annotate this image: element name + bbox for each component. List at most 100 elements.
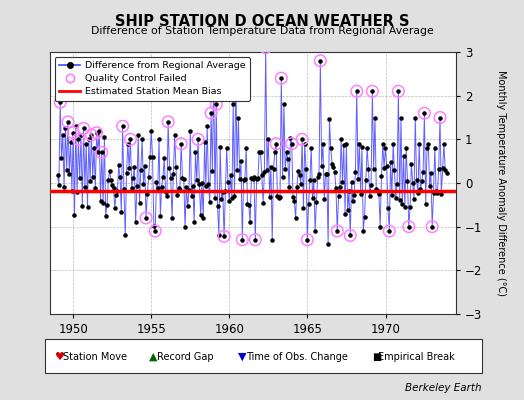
Point	[368, 88, 377, 94]
Point	[433, 190, 442, 196]
Point	[97, 149, 106, 156]
Point	[159, 174, 167, 180]
Point	[250, 174, 258, 180]
Point	[74, 136, 83, 142]
Point	[130, 164, 138, 170]
Point	[362, 177, 370, 183]
Point	[251, 236, 259, 243]
Point	[310, 177, 318, 184]
Point	[280, 101, 288, 108]
Point	[189, 182, 197, 189]
Point	[60, 184, 68, 190]
Point	[329, 164, 337, 170]
Point	[427, 170, 435, 176]
Point	[348, 198, 357, 204]
Point	[299, 205, 308, 211]
Point	[156, 213, 165, 219]
Point	[273, 192, 281, 199]
Point	[210, 73, 218, 79]
Point	[259, 200, 267, 206]
Point	[398, 200, 407, 207]
Point	[147, 127, 156, 134]
Point	[383, 163, 391, 169]
Point	[100, 134, 108, 140]
Point	[391, 195, 400, 202]
Point	[251, 236, 259, 243]
Point	[358, 144, 366, 151]
Point	[372, 185, 380, 192]
Point	[342, 140, 351, 147]
Point	[336, 184, 344, 190]
Point	[303, 236, 312, 243]
Point	[340, 141, 348, 148]
Point	[428, 224, 436, 230]
Point	[110, 185, 118, 191]
Point	[238, 236, 246, 243]
Point	[302, 166, 310, 172]
Point	[56, 99, 64, 106]
Point	[405, 224, 413, 230]
Point	[409, 180, 417, 186]
Point	[152, 178, 161, 185]
Point	[230, 193, 238, 199]
Point	[423, 144, 431, 151]
Point	[162, 193, 171, 200]
Point	[208, 167, 216, 174]
Point	[245, 202, 253, 208]
Point	[354, 176, 362, 183]
Point	[229, 101, 237, 108]
Point	[419, 169, 427, 175]
Point	[278, 174, 287, 180]
Point	[351, 168, 359, 175]
Point	[442, 169, 451, 176]
Point	[282, 149, 291, 156]
Point	[418, 178, 426, 184]
Point	[157, 184, 166, 190]
Point	[226, 172, 235, 178]
Point	[83, 204, 92, 210]
Point	[132, 219, 140, 226]
Point	[120, 186, 128, 192]
Point	[313, 174, 322, 180]
Legend: Difference from Regional Average, Quality Control Failed, Estimated Station Mean: Difference from Regional Average, Qualit…	[54, 57, 250, 101]
Point	[238, 236, 246, 243]
Point	[356, 191, 365, 197]
Point	[307, 145, 315, 151]
Point	[64, 119, 72, 125]
Point	[72, 123, 80, 130]
Point	[54, 182, 63, 188]
Point	[334, 193, 343, 199]
Point	[420, 110, 429, 116]
Point	[74, 136, 83, 142]
Point	[80, 125, 88, 132]
Point	[94, 149, 102, 156]
Point	[355, 140, 364, 147]
Point	[57, 154, 66, 161]
Point	[202, 183, 210, 189]
Point	[328, 161, 336, 167]
Point	[261, 44, 270, 51]
Point	[431, 145, 439, 151]
Point	[441, 166, 450, 173]
Point	[150, 223, 158, 230]
Point	[436, 114, 444, 121]
Point	[296, 172, 304, 178]
Point	[377, 173, 386, 180]
Point	[233, 166, 241, 173]
Point	[285, 184, 293, 190]
Point	[281, 166, 289, 172]
Text: ■: ■	[372, 352, 381, 362]
Point	[288, 140, 296, 147]
Text: Station Move: Station Move	[63, 352, 127, 362]
Point	[211, 195, 219, 201]
Point	[216, 144, 224, 150]
Point	[56, 99, 64, 106]
Point	[290, 198, 299, 204]
Point	[111, 204, 119, 211]
Point	[205, 199, 214, 206]
Point	[127, 185, 136, 191]
Point	[346, 232, 354, 238]
Point	[347, 179, 356, 185]
Point	[154, 185, 162, 191]
Point	[213, 203, 222, 210]
